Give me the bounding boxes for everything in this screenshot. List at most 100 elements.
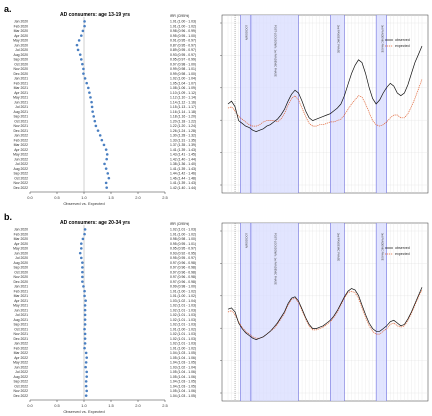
- irr-point: [83, 304, 87, 307]
- legend-label: expected: [395, 252, 410, 256]
- irr-point: [80, 58, 83, 61]
- chart-svg: 0.0 0.5 1.0 1.5 2.0 2.5 Observed vs. Expected I…: [13, 222, 429, 414]
- month-label: Mar 2021: [14, 86, 28, 90]
- irr-point: [84, 365, 87, 369]
- irr-point: [87, 86, 90, 90]
- irr-point: [104, 181, 108, 185]
- month-label: Jun 2022: [14, 365, 28, 369]
- irr-value: 1.02 (1.01 - 1.03): [170, 313, 196, 317]
- irr-point: [85, 81, 88, 85]
- irr-point: [96, 129, 100, 132]
- irr-value: 1.42 (1.40 - 1.44): [170, 157, 196, 161]
- month-label: Mar 2020: [14, 29, 28, 33]
- irr-point: [83, 337, 87, 340]
- series-expected: [227, 79, 423, 127]
- month-label: Oct 2022: [14, 176, 28, 180]
- irr-header: IRR (CI95%): [170, 222, 189, 226]
- month-label: Dec 2020: [13, 72, 28, 76]
- irr-point: [104, 148, 108, 151]
- irr-value: 0.95 (0.97 - 0.99): [170, 58, 196, 62]
- irr-value: 1.44 (1.42 - 1.46): [170, 172, 196, 176]
- month-label: Aug 2021: [13, 318, 28, 322]
- chart-title: AD consumers: age 13-19 yrs: [60, 12, 131, 18]
- month-label: Mar 2021: [14, 294, 28, 298]
- irr-point: [82, 67, 85, 71]
- month-label: May 2021: [13, 96, 28, 100]
- month-label: Oct 2021: [14, 119, 28, 123]
- irr-value: 1.01 (1.00 - 1.02): [170, 327, 196, 331]
- month-label: Oct 2020: [14, 62, 28, 66]
- irr-value: 1.02 (1.01 - 1.03): [170, 332, 196, 336]
- irr-value: 1.04 (1.03 - 1.05): [170, 351, 196, 355]
- irr-value: 1.42 (1.40 - 1.44): [170, 186, 196, 190]
- irr-value: 1.33 (1.31 - 1.35): [170, 138, 196, 142]
- phase-band: [330, 15, 345, 193]
- month-label: Dec 2020: [13, 280, 28, 284]
- irr-value: 0.95 (0.95 - 1.00): [170, 34, 196, 38]
- irr-value: 1.04 (1.03 - 1.05): [170, 380, 196, 384]
- month-label: Jul 2020: [15, 256, 28, 260]
- irr-point: [81, 275, 84, 279]
- irr-point: [83, 20, 86, 23]
- irr-point: [103, 162, 106, 166]
- irr-value: 1.05 (1.04 - 1.06): [170, 389, 196, 393]
- irr-point: [89, 96, 92, 99]
- phase-label: LOCKDOWN: [245, 233, 249, 248]
- month-label: May 2020: [13, 39, 28, 43]
- phase-label: 3rd PANDEMIC PHASE: [380, 233, 384, 261]
- month-label: Jun 2020: [14, 251, 28, 255]
- irr-value: 0.99 (0.98 - 1.00): [170, 285, 196, 289]
- irr-value: 1.14 (1.12 - 1.16): [170, 100, 196, 104]
- irr-point: [83, 313, 87, 317]
- irr-point: [75, 43, 79, 47]
- phase-label: POST-LOCKDOWN: 1st PANDEMIC PHASE: [274, 25, 278, 77]
- month-label: Jan 2020: [14, 20, 28, 24]
- irr-point: [83, 232, 86, 236]
- month-label: May 2022: [13, 361, 28, 365]
- month-label: Aug 2020: [13, 53, 28, 57]
- irr-value: 0.99 (0.98 - 1.01): [170, 67, 196, 71]
- irr-value: 1.05 (1.04 - 1.06): [170, 375, 196, 379]
- month-label: Feb 2020: [14, 232, 28, 236]
- irr-value: 1.02 (1.01 - 1.03): [170, 308, 196, 312]
- month-label: Jul 2022: [15, 162, 28, 166]
- month-label: Nov 2021: [13, 124, 28, 128]
- month-label: Jan 2020: [14, 228, 28, 232]
- series-observed: [227, 45, 423, 132]
- x-tick-label: 2.5: [162, 403, 168, 408]
- irr-point: [105, 186, 108, 189]
- irr-point: [85, 375, 88, 378]
- irr-value: 1.41 (1.39 - 1.43): [170, 148, 196, 152]
- phase-label: POST-LOCKDOWN: 1st PANDEMIC PHASE: [274, 233, 278, 285]
- panel-b: b. AD consumers: age 20-34 yrs 0.0 0.5 1.0…: [0, 208, 432, 416]
- irr-value: 1.02 (1.01 - 1.03): [170, 337, 196, 341]
- irr-value: 1.10 (1.09 - 1.12): [170, 91, 196, 95]
- month-label: Nov 2022: [13, 389, 28, 393]
- irr-point: [80, 242, 83, 245]
- irr-point: [83, 77, 87, 80]
- phase-band: [250, 223, 299, 401]
- month-label: Aug 2021: [13, 110, 28, 114]
- irr-point: [88, 91, 91, 94]
- irr-point: [81, 270, 84, 274]
- irr-value: 1.37 (1.35 - 1.39): [170, 143, 196, 147]
- month-label: Jun 2020: [14, 43, 28, 47]
- irr-point: [81, 266, 84, 269]
- legend-label: expected: [395, 44, 410, 48]
- irr-point: [90, 100, 93, 104]
- month-label: Feb 2020: [14, 24, 28, 28]
- irr-point: [82, 72, 85, 75]
- month-label: Mar 2022: [14, 143, 28, 147]
- irr-value: 1.02 (1.01 - 1.03): [170, 323, 196, 327]
- irr-value: 1.26 (1.24 - 1.28): [170, 129, 196, 133]
- irr-value: 1.01 (1.00 - 1.03): [170, 20, 196, 24]
- month-label: Apr 2020: [14, 242, 28, 246]
- irr-point: [82, 285, 85, 288]
- month-label: Jun 2021: [14, 100, 28, 104]
- phase-label: 2nd PANDEMIC PHASE: [336, 233, 340, 261]
- month-label: Dec 2021: [13, 337, 28, 341]
- irr-point: [78, 53, 82, 56]
- month-label: Apr 2021: [14, 91, 28, 95]
- irr-value: 1.46 (1.44 - 1.48): [170, 176, 196, 180]
- x-tick-label: 1.5: [108, 403, 114, 408]
